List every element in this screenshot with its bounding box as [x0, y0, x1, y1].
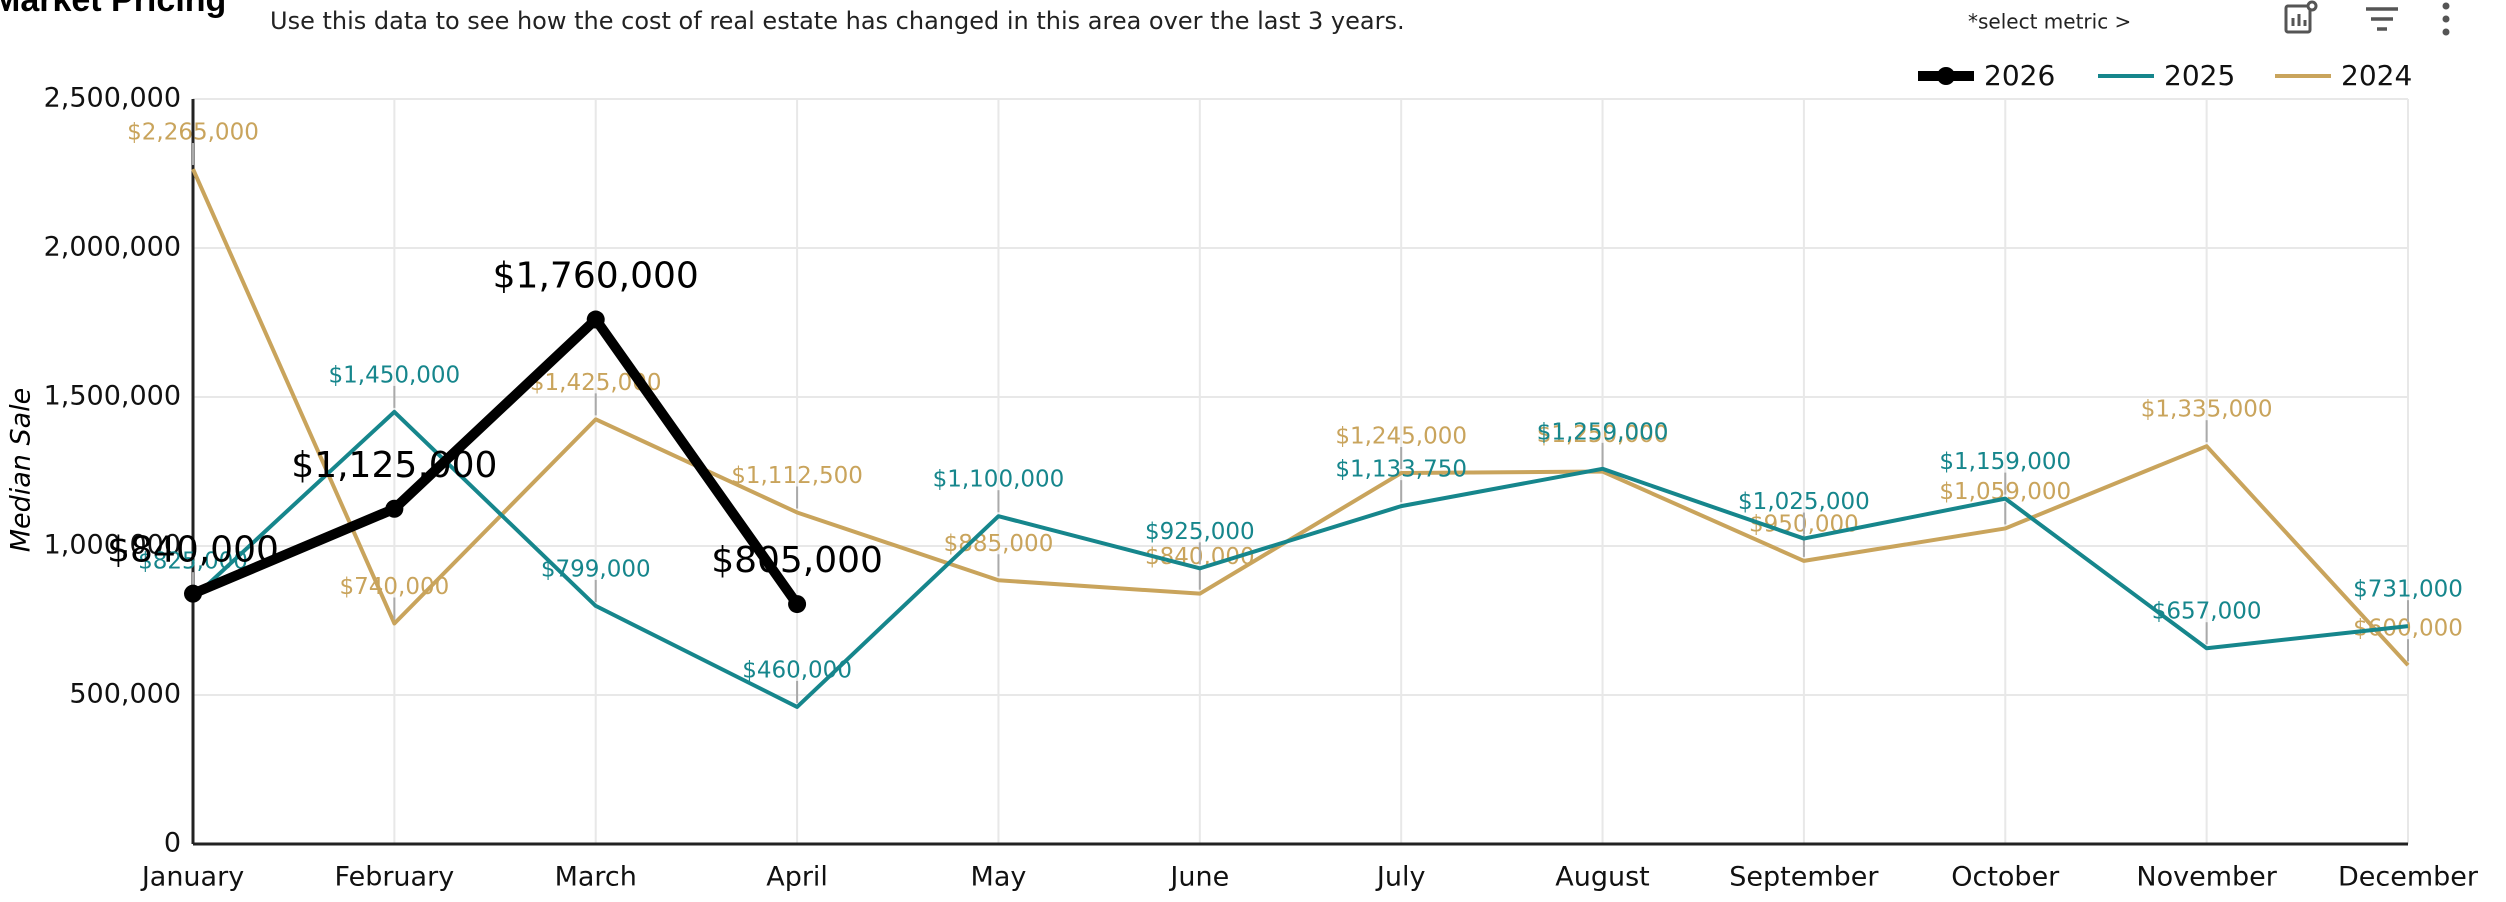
point	[385, 499, 404, 518]
subtitle: Use this data to see how the cost of rea…	[270, 7, 1405, 35]
series-line	[191, 409, 2409, 709]
x-tick-label: July	[1375, 862, 1426, 893]
x-tick-label: January	[140, 862, 244, 893]
legend-label: 2026	[1984, 59, 2055, 92]
y-axis-label: Median Sale	[6, 388, 37, 553]
data-label: $1,335,000	[2141, 397, 2273, 423]
data-label: $1,245,000	[1335, 423, 1467, 449]
x-tick-label: February	[335, 862, 455, 893]
data-label: $740,000	[339, 574, 449, 600]
data-label: $1,760,000	[493, 256, 699, 297]
data-label: $825,000	[138, 549, 248, 575]
data-label: $925,000	[1145, 519, 1255, 545]
legend-label: 2024	[2341, 59, 2412, 92]
y-tick-label: 500,000	[69, 679, 181, 710]
x-tick-label: August	[1555, 862, 1650, 893]
x-tick-label: May	[971, 862, 1027, 893]
x-tick-label: April	[766, 862, 828, 893]
series-line	[191, 168, 2410, 667]
data-label: $1,159,000	[1939, 449, 2071, 475]
data-label: $805,000	[711, 540, 883, 581]
x-tick-label: October	[1951, 862, 2060, 893]
point	[788, 595, 807, 614]
series-line	[191, 314, 802, 607]
page-title: Market Pricing	[0, 0, 226, 19]
data-label: $460,000	[742, 657, 852, 683]
x-tick-label: June	[1168, 862, 1229, 893]
data-label: $1,125,000	[291, 445, 497, 486]
data-label: $657,000	[2152, 599, 2262, 625]
y-tick-label: 0	[164, 828, 181, 859]
point	[586, 310, 605, 329]
data-label: $2,265,000	[127, 120, 259, 146]
y-tick-label: 1,000,000	[44, 530, 181, 561]
data-label: $1,112,500	[731, 463, 863, 489]
metric-selector[interactable]: *select metric >	[1968, 10, 2131, 34]
data-label: $1,133,750	[1335, 457, 1467, 483]
data-label: $1,259,000	[1537, 419, 1669, 445]
grid	[192, 98, 2409, 845]
legend-label: 2025	[2164, 59, 2235, 92]
filter-icon[interactable]	[2366, 7, 2398, 31]
data-label: $731,000	[2353, 577, 2463, 603]
legend-dot	[1937, 67, 1955, 85]
x-tick-label: September	[1729, 862, 1879, 893]
point	[184, 584, 202, 603]
data-label: $840,000	[107, 530, 279, 571]
y-tick-label: 2,500,000	[44, 83, 181, 114]
y-tick-label: 2,000,000	[44, 232, 181, 263]
x-tick-label: December	[2338, 862, 2479, 893]
x-tick-label: March	[555, 862, 637, 893]
x-tick-label: November	[2136, 862, 2277, 893]
data-label: $1,450,000	[329, 362, 461, 388]
chart-options-icon[interactable]	[2284, 0, 2318, 34]
y-tick-label: 1,500,000	[44, 381, 181, 412]
data-label: $1,025,000	[1738, 489, 1870, 515]
data-label: $1,100,000	[933, 467, 1065, 493]
data-label: $799,000	[541, 556, 651, 582]
more-icon[interactable]	[2442, 2, 2450, 36]
